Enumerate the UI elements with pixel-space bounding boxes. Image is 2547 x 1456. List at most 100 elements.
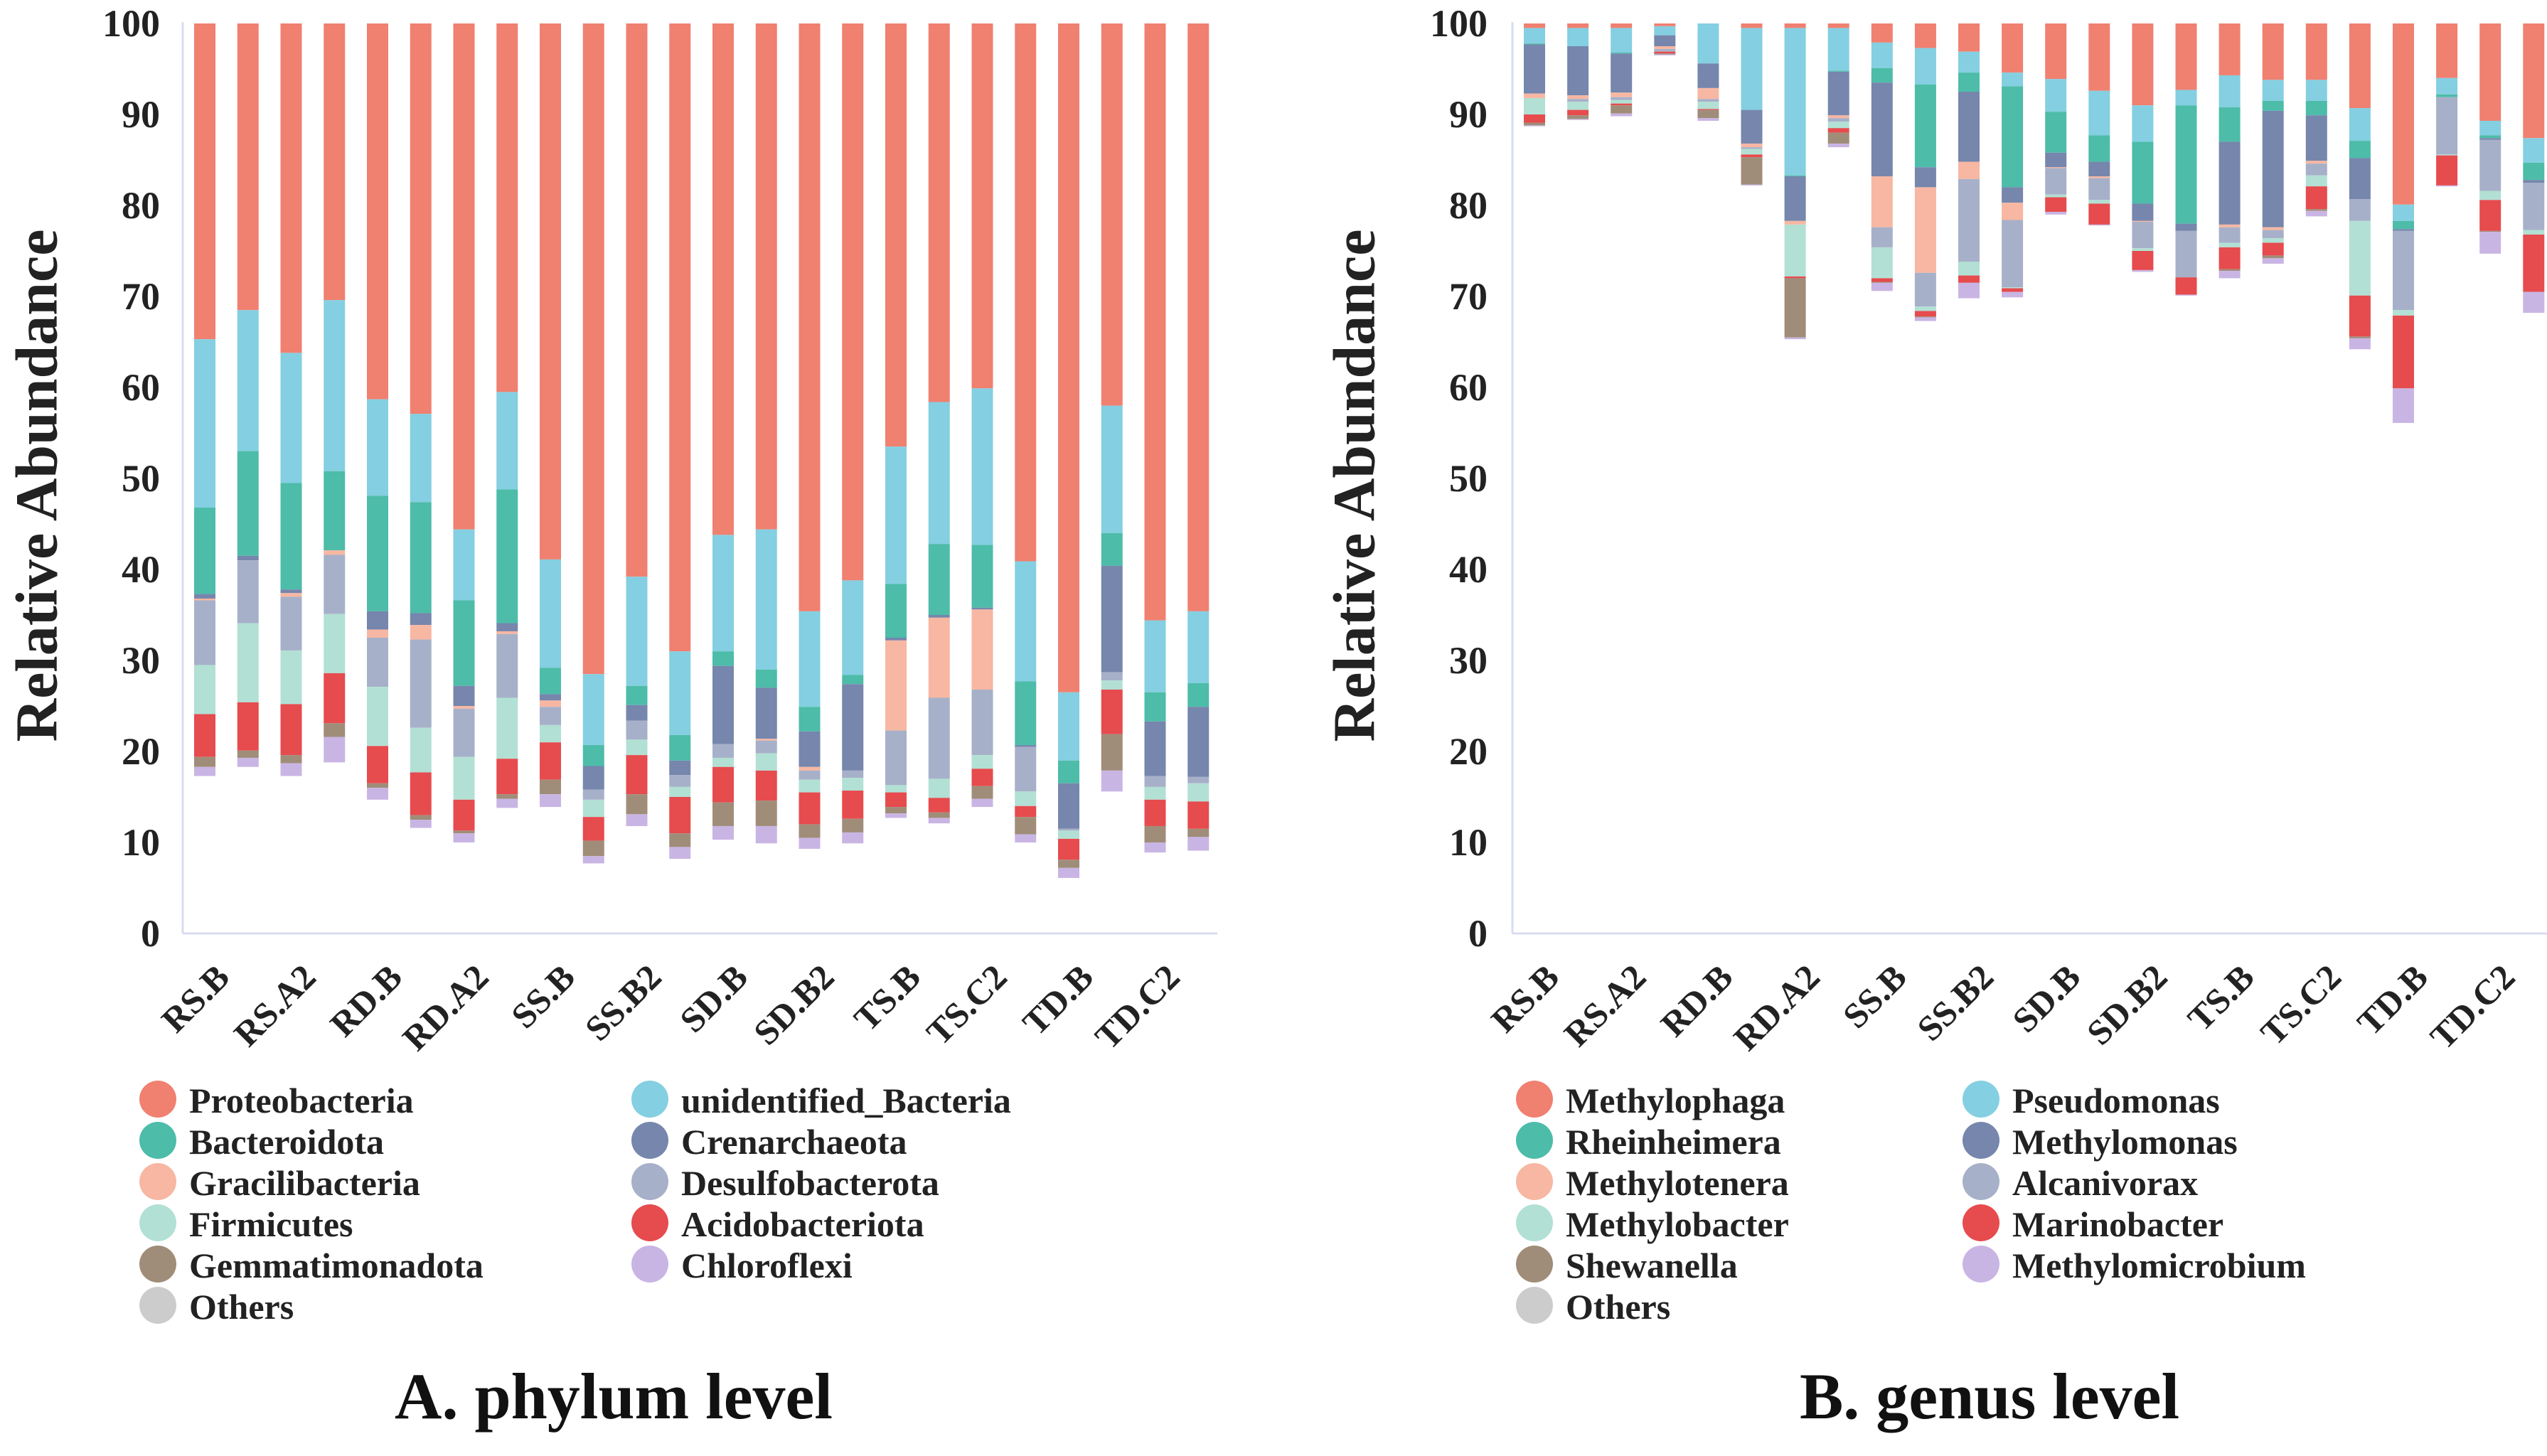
- bar-segment-acidobacteriota: [280, 704, 302, 756]
- bar-stack: [237, 23, 259, 767]
- bar-segment-firmicutes: [755, 753, 777, 771]
- bar-segment-desulfobacterota: [626, 720, 648, 740]
- bar-segment-proteobacteria: [194, 23, 215, 340]
- bar-segment-methylomicrobium: [1827, 143, 1849, 148]
- bar-segment-rheinheimera: [2002, 86, 2024, 188]
- bar-segment-crenarchaeota: [799, 731, 821, 767]
- bar-segment-others: [1058, 878, 1079, 933]
- bar-stack: [669, 23, 691, 860]
- bar-segment-pseudomonas: [1524, 28, 1545, 44]
- legend-swatch: [1963, 1081, 1999, 1118]
- bar-segment-methylobacter: [2132, 248, 2154, 251]
- bar-segment-methylotenera: [2132, 220, 2154, 223]
- bar-segment-methylophaga: [2002, 23, 2024, 73]
- legend-swatch: [139, 1246, 176, 1283]
- bar-stack: [1654, 23, 1676, 55]
- bar-segment-crenarchaeota: [669, 760, 691, 776]
- bar-segment-pseudomonas: [1567, 28, 1589, 46]
- bar-segment-methylomonas: [2523, 180, 2545, 183]
- bar-segment-acidobacteriota: [540, 742, 561, 780]
- bar-segment-shewanella: [1654, 53, 1676, 55]
- legend-swatch: [631, 1081, 668, 1118]
- legend-label: Gemmatimonadota: [189, 1246, 484, 1285]
- bar-segment-others: [972, 807, 993, 928]
- bar-segment-rheinheimera: [2218, 107, 2241, 142]
- legend-item: Chloroflexi: [631, 1246, 853, 1285]
- bar-segment-methylophaga: [1524, 23, 1545, 28]
- legend-swatch: [1963, 1204, 1999, 1241]
- bar-segment-unidentified-bacteria: [669, 651, 691, 735]
- legend-swatch: [1963, 1163, 1999, 1200]
- bar-segment-marinobacter: [1827, 128, 1849, 133]
- bar-segment-unidentified-bacteria: [842, 580, 864, 675]
- bar-segment-rheinheimera: [1524, 43, 1545, 45]
- bar-segment-methylomicrobium: [2218, 271, 2241, 279]
- bar-segment-methylomonas: [1871, 82, 1893, 177]
- legend-swatch: [139, 1287, 176, 1324]
- y-tick-label: 30: [122, 639, 160, 682]
- bar-segment-bacteroidota: [237, 451, 259, 556]
- legend-swatch: [139, 1204, 176, 1241]
- bar-segment-pseudomonas: [2045, 79, 2067, 112]
- bar-stack: [1524, 23, 1545, 933]
- bar-segment-methylotenera: [1784, 220, 1806, 225]
- legend-item: Methylophaga: [1516, 1081, 1785, 1120]
- bar-segment-bacteroidota: [1144, 692, 1166, 722]
- bar-segment-alcanivorax: [2349, 199, 2371, 221]
- bar-segment-firmicutes: [626, 739, 648, 756]
- bar-segment-marinobacter: [2305, 186, 2327, 210]
- bar-segment-gemmatimonadota: [410, 815, 432, 820]
- bar-segment-crenarchaeota: [1015, 745, 1037, 747]
- legend-swatch: [1516, 1204, 1553, 1241]
- bar-segment-others: [1524, 127, 1545, 933]
- y-tick-label: 30: [1449, 639, 1488, 682]
- bar-segment-crenarchaeota: [755, 687, 777, 739]
- bar-segment-marinobacter: [1654, 51, 1676, 54]
- bar-segment-unidentified-bacteria: [1015, 561, 1037, 682]
- legend-item: Others: [1516, 1287, 1670, 1327]
- legend-item: Methylobacter: [1516, 1204, 1789, 1244]
- bar-segment-crenarchaeota: [885, 638, 907, 641]
- bar-segment-chloroflexi: [1187, 837, 1210, 851]
- bar-segment-chloroflexi: [324, 737, 346, 763]
- bar-segment-gemmatimonadota: [626, 794, 648, 815]
- bar-stack: [2523, 23, 2545, 314]
- bar-segment-methylobacter: [2305, 175, 2327, 187]
- bar-segment-marinobacter: [2349, 295, 2371, 337]
- bar-segment-firmicutes: [194, 665, 215, 714]
- bar-segment-desulfobacterota: [324, 555, 346, 614]
- bar-segment-others: [1741, 186, 1763, 933]
- bar-segment-alcanivorax: [1567, 99, 1589, 102]
- bar-segment-unidentified-bacteria: [410, 414, 432, 503]
- x-tick-label: SD.B2: [2079, 957, 2175, 1053]
- legend-item: Pseudomonas: [1963, 1081, 2220, 1120]
- bar-segment-pseudomonas: [2132, 105, 2154, 142]
- y-tick-label: 90: [1449, 93, 1488, 136]
- bar-segment-methylophaga: [1871, 23, 1893, 43]
- legend-label: Gracilibacteria: [189, 1163, 420, 1203]
- legend-swatch: [139, 1081, 176, 1118]
- bar-segment-firmicutes: [928, 778, 950, 798]
- bar-segment-bacteroidota: [496, 489, 518, 623]
- bar-segment-others: [1785, 339, 1806, 933]
- bar-segment-crenarchaeota: [971, 607, 993, 610]
- bar-segment-unidentified-bacteria: [280, 353, 302, 483]
- bar-segment-proteobacteria: [367, 23, 388, 400]
- bar-segment-pseudomonas: [1871, 42, 1893, 68]
- y-tick-label: 80: [122, 184, 160, 227]
- bar-segment-methylophaga: [2349, 23, 2371, 109]
- bar-stack: [928, 23, 950, 824]
- bar-segment-shewanella: [1697, 109, 1719, 119]
- bar-segment-unidentified-bacteria: [626, 577, 648, 686]
- bar-segment-methylophaga: [1914, 23, 1936, 48]
- bar-segment-acidobacteriota: [799, 792, 821, 825]
- legend-swatch: [1516, 1246, 1553, 1283]
- bar-segment-alcanivorax: [1654, 48, 1676, 52]
- bar-segment-chloroflexi: [453, 833, 475, 842]
- bar-segment-methylotenera: [1958, 161, 1980, 179]
- bar-segment-methylotenera: [1741, 143, 1763, 148]
- bar-segment-gemmatimonadota: [755, 801, 777, 826]
- bar-segment-chloroflexi: [496, 798, 518, 808]
- bar-segment-methylophaga: [2045, 23, 2067, 80]
- bar-segment-methylobacter: [1958, 262, 1980, 276]
